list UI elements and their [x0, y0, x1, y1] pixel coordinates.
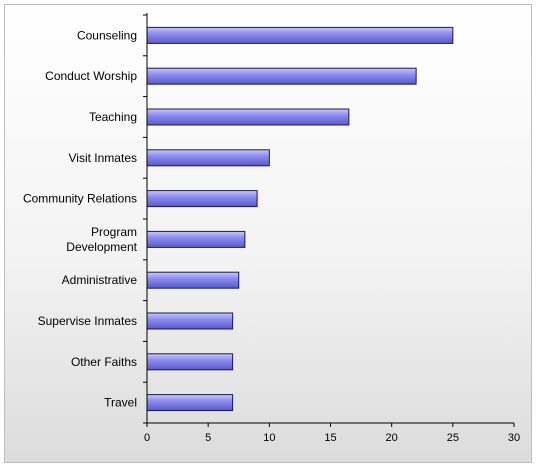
x-tick-label: 30: [508, 432, 520, 444]
bar-travel: [146, 394, 234, 412]
x-tick-label: 20: [386, 432, 398, 444]
category-label: Program Development: [66, 225, 137, 254]
axes: 0 5 10 15 20 25 30: [143, 13, 520, 444]
x-tick-label: 10: [263, 432, 275, 444]
x-tick-label: 0: [144, 432, 150, 444]
x-tick-label: 15: [324, 432, 336, 444]
category-label: Visit Inmates: [69, 151, 137, 165]
bar-community-relations: [146, 190, 258, 208]
bar-program-development: [146, 230, 246, 248]
category-label: Counseling: [77, 28, 137, 42]
bars: [146, 26, 454, 412]
x-tick-label: 5: [205, 432, 211, 444]
category-label: Administrative: [62, 273, 138, 287]
category-label: Travel: [104, 396, 137, 410]
bar-counseling: [146, 26, 454, 44]
bar-supervise-inmates: [146, 312, 234, 330]
chart-area: Counseling Conduct Worship Teaching Visit I…: [4, 4, 532, 463]
bar-conduct-worship: [146, 67, 417, 85]
category-label: Community Relations: [23, 192, 137, 206]
bar-other-faiths: [146, 353, 234, 371]
bar-chart: Counseling Conduct Worship Teaching Visit I…: [23, 13, 520, 444]
bar-administrative: [146, 271, 240, 289]
category-label: Supervise Inmates: [38, 314, 137, 328]
bar-teaching: [146, 108, 350, 126]
category-label: Other Faiths: [71, 355, 137, 369]
category-label: Conduct Worship: [45, 69, 137, 83]
bar-visit-inmates: [146, 149, 270, 167]
x-tick-label: 25: [447, 432, 459, 444]
category-label: Teaching: [89, 110, 137, 124]
category-labels: Counseling Conduct Worship Teaching Visit I…: [23, 28, 138, 409]
